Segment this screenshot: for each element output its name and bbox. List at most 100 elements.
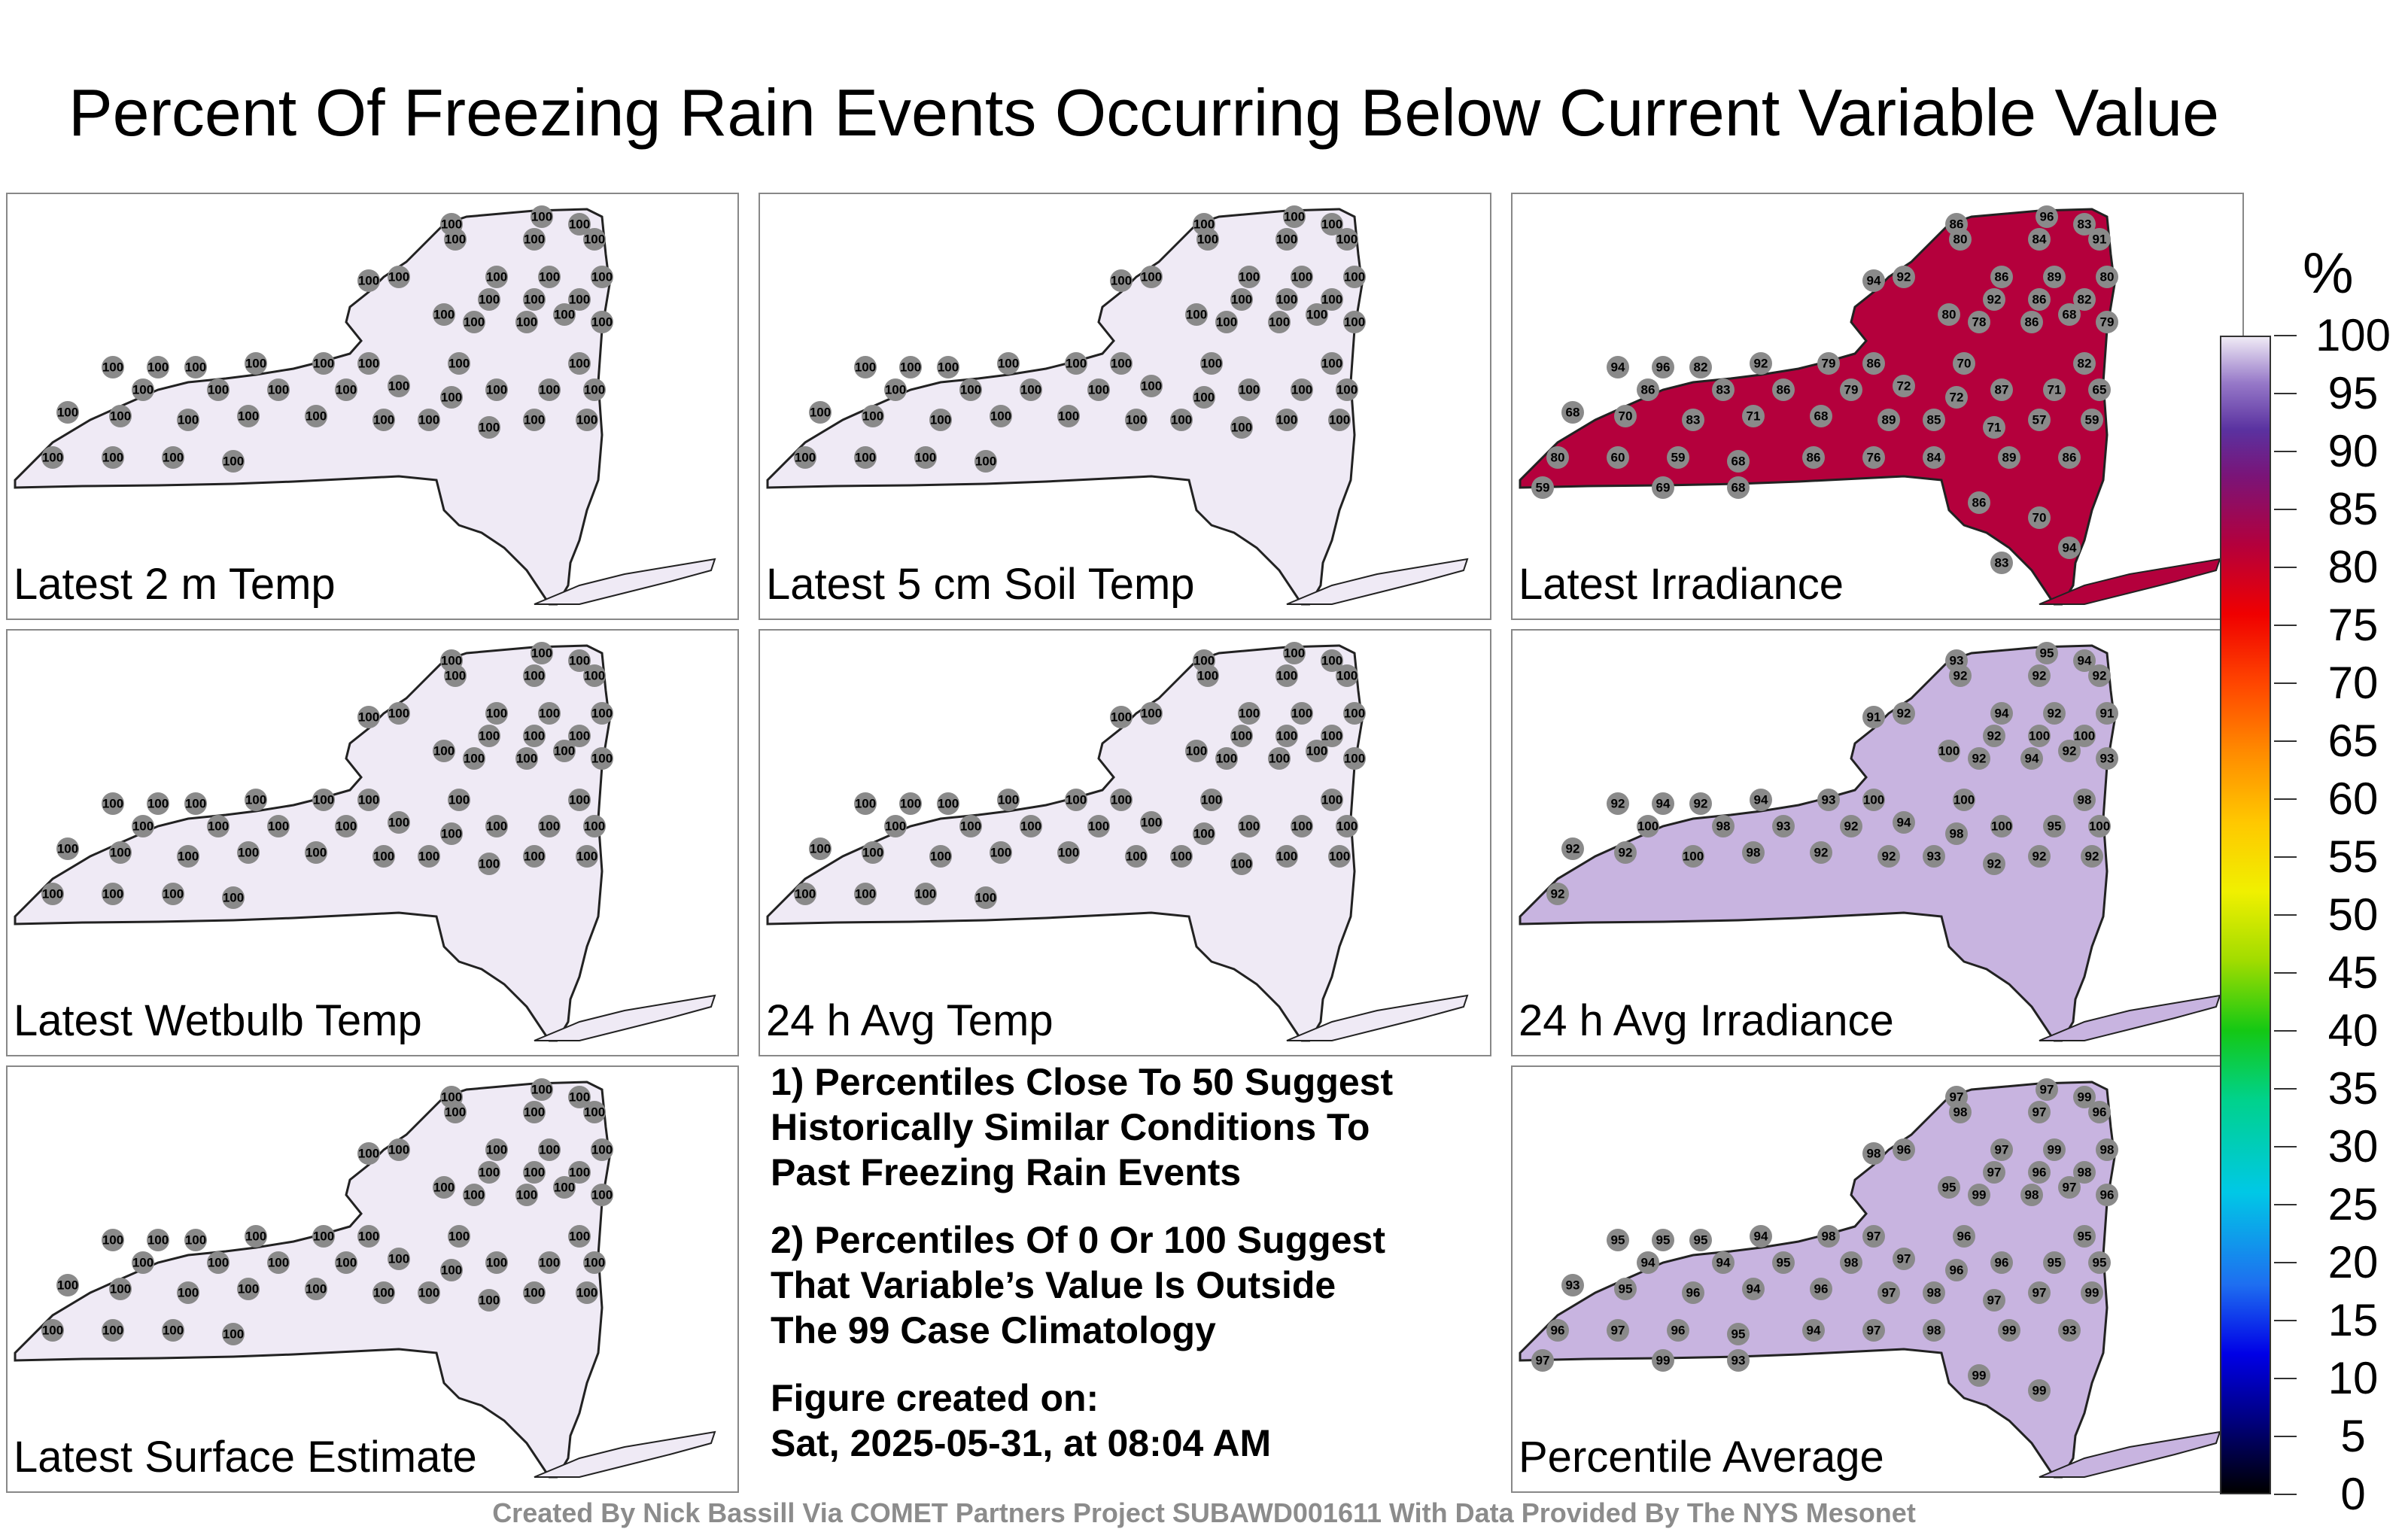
station-marker: 92 [2088, 664, 2111, 687]
station-dot [478, 1161, 500, 1184]
station-value: 100 [569, 1230, 590, 1244]
station-value: 100 [531, 210, 552, 224]
station-marker: 93 [1727, 1349, 1750, 1372]
station-dot [2096, 702, 2118, 725]
station-value: 100 [1336, 669, 1358, 683]
station-value: 100 [268, 819, 289, 834]
station-value: 100 [975, 891, 996, 905]
station-dot [388, 375, 410, 397]
station-value: 82 [2078, 357, 2092, 371]
station-value: 100 [1111, 793, 1132, 807]
station-dot [440, 1259, 463, 1281]
station-value: 100 [464, 315, 485, 330]
colorbar-tick [2274, 567, 2297, 568]
station-marker: 100 [523, 845, 546, 868]
station-marker: 100 [591, 747, 613, 770]
station-dot [2028, 1161, 2051, 1184]
station-dot [1810, 1278, 1832, 1300]
station-value: 65 [2093, 383, 2107, 397]
station-value: 68 [1566, 406, 1580, 420]
station-marker: 100 [523, 228, 546, 251]
station-dot [2058, 303, 2081, 326]
colorbar-tick [2274, 740, 2297, 742]
station-value: 100 [591, 270, 613, 284]
station-dot [538, 378, 561, 401]
station-value: 100 [1239, 819, 1260, 834]
station-marker: 97 [2036, 1078, 2058, 1101]
station-marker: 100 [591, 1138, 613, 1161]
station-dot [583, 228, 606, 251]
station-marker: 100 [854, 356, 877, 378]
station-dot [245, 1225, 267, 1248]
station-dot [1652, 792, 1674, 815]
station-marker: 100 [102, 883, 124, 905]
station-value: 100 [1020, 819, 1041, 834]
station-dot [2028, 506, 2051, 529]
station-dot [1230, 853, 1253, 875]
station-dot [2043, 266, 2066, 288]
station-marker: 97 [1607, 1319, 1629, 1342]
station-value: 100 [539, 383, 560, 397]
station-dot [56, 837, 79, 860]
station-dot [1230, 725, 1253, 747]
station-value: 94 [1611, 360, 1625, 375]
station-dot [305, 841, 327, 864]
station-value: 98 [1822, 1230, 1836, 1244]
station-marker: 96 [1682, 1281, 1704, 1304]
station-dot [1840, 1251, 1862, 1274]
station-value: 100 [388, 816, 409, 830]
station-dot [485, 702, 508, 725]
station-marker: 82 [1689, 356, 1712, 378]
station-marker: 100 [1306, 303, 1328, 326]
station-dot [2043, 1138, 2066, 1161]
station-value: 100 [418, 1286, 439, 1300]
station-dot [1938, 1176, 1960, 1199]
station-marker: 100 [1125, 409, 1148, 431]
station-dot [1637, 378, 1659, 401]
station-value: 96 [2040, 210, 2054, 224]
station-dot [1727, 1349, 1750, 1372]
station-dot [41, 1319, 64, 1342]
station-value: 100 [479, 857, 500, 871]
station-marker: 83 [2073, 213, 2096, 236]
station-dot [132, 378, 154, 401]
station-dot [1140, 702, 1163, 725]
map-panel-soil-temp: 100 100 100 100 100 100 100 100 100 100 100 100 100 1… [759, 193, 1491, 620]
station-dot [1607, 446, 1629, 469]
station-marker: 100 [177, 409, 199, 431]
station-marker: 100 [523, 1161, 546, 1184]
station-marker: 99 [2073, 1086, 2096, 1108]
station-marker: 100 [1275, 845, 1298, 868]
station-marker: 100 [1057, 841, 1080, 864]
station-marker: 100 [568, 1225, 591, 1248]
station-value: 100 [569, 293, 590, 307]
station-dot [583, 815, 606, 837]
station-value: 100 [1231, 421, 1252, 435]
station-dot [357, 352, 380, 375]
station-marker: 100 [463, 747, 485, 770]
station-marker: 100 [553, 740, 576, 762]
station-value: 100 [1171, 413, 1192, 427]
station-dot [1020, 815, 1042, 837]
station-dot [1652, 476, 1674, 499]
station-marker: 100 [809, 837, 832, 860]
station-marker: 97 [1531, 1349, 1554, 1372]
station-dot [2088, 228, 2111, 251]
station-value: 100 [223, 1327, 244, 1342]
station-marker: 99 [1998, 1319, 2020, 1342]
station-marker: 100 [1110, 269, 1133, 292]
station-marker: 94 [2073, 649, 2096, 672]
station-marker: 96 [2096, 1184, 2118, 1206]
station-dot [591, 1184, 613, 1206]
station-value: 100 [1306, 744, 1327, 758]
station-value: 100 [591, 752, 613, 766]
station-value: 98 [1950, 827, 1964, 841]
long-island-outline [2039, 1430, 2221, 1478]
station-dot [2073, 1225, 2096, 1248]
station-value: 92 [1611, 797, 1625, 811]
station-value: 100 [569, 654, 590, 668]
station-marker: 100 [1185, 740, 1208, 762]
